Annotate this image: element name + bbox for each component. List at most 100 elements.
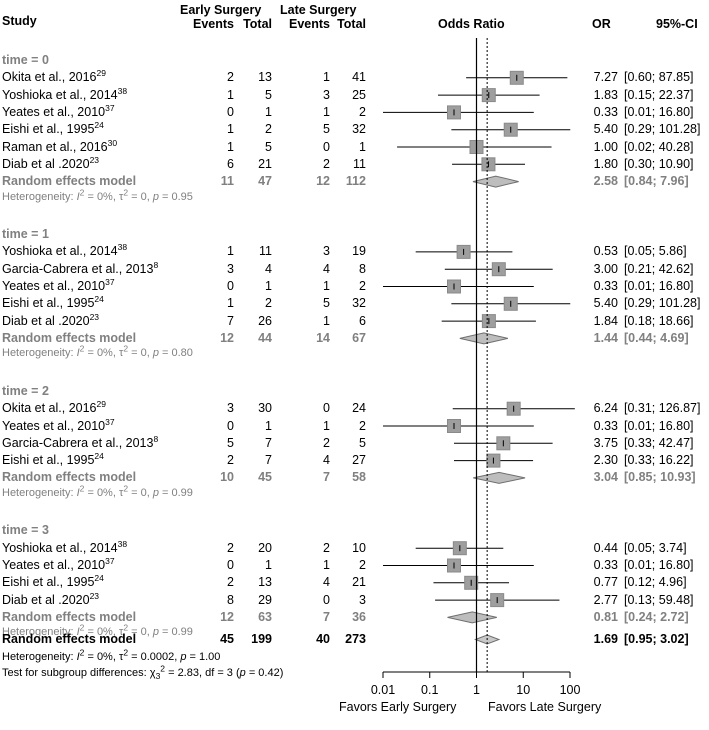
study-early-events: 0 [227,418,234,433]
p-value: = 1.00 [186,651,221,663]
heterogeneity-prefix: Heterogeneity: [2,190,77,203]
subgroup-model-confidence-interval: [0.24; 2.72] [624,609,689,624]
study-early-total: 7 [265,453,272,468]
x-axis-tick-label: 10 [516,683,531,697]
p-symbol: p [152,347,159,360]
subgroup-summary-diamond [473,471,526,484]
study-row-label: Garcia-Cabrera et al., 20138 [2,434,158,450]
study-marker [435,593,560,608]
study-marker [415,244,513,259]
p-symbol: p [152,626,159,639]
subgroup-model-early-events: 12 [220,330,234,345]
tau-squared-exponent: 2 [123,622,129,633]
p-value: = 0.99 [158,626,193,639]
subgroup-summary-diamond [459,332,508,345]
study-name: Yeates et al., 2010 [2,558,106,572]
study-odds-ratio: 1.83 [593,87,618,102]
study-early-events: 0 [227,104,234,119]
subgroup-model-early-events: 10 [220,470,234,485]
study-odds-ratio: 6.24 [593,401,618,416]
study-late-events: 1 [323,70,330,85]
study-early-events: 2 [227,453,234,468]
study-odds-ratio: 0.44 [593,540,618,555]
study-early-events: 5 [227,435,234,450]
study-confidence-interval: [0.05; 3.74] [624,540,687,555]
i-squared-symbol: I [76,626,80,639]
subgroup-differences-test: Test for subgroup differences: χ32 = 2.8… [2,664,284,680]
study-confidence-interval: [0.05; 5.86] [624,244,687,259]
i-squared-symbol: I [76,651,80,663]
study-name: Okita et al., 2016 [2,401,97,416]
study-confidence-interval: [0.01; 16.80] [624,418,694,433]
study-name: Diab et al .2020 [2,156,90,171]
study-late-events: 0 [323,401,330,416]
study-name: Yeates et al., 2010 [2,104,106,119]
subgroup-model-odds-ratio: 1.44 [593,330,618,345]
study-early-total: 4 [265,261,272,276]
tau-squared-exponent: 2 [123,647,129,658]
overall-heterogeneity: Heterogeneity: I2 = 0%, τ2 = 0.0002, p =… [2,647,221,664]
study-name: Eishi et al., 1995 [2,296,95,311]
overall-model-label: Random effects model [2,632,137,646]
study-early-events: 7 [227,313,234,328]
i-squared-exponent: 2 [79,622,85,633]
study-marker [453,436,553,451]
study-early-total: 30 [258,401,272,416]
study-late-events: 1 [323,104,330,119]
study-late-total: 2 [359,418,366,433]
study-late-total: 2 [359,279,366,293]
study-marker [452,157,525,172]
study-late-events: 3 [323,87,330,102]
study-late-total: 25 [352,87,366,102]
study-confidence-interval: [0.60; 87.85] [624,70,694,85]
study-odds-ratio: 1.00 [593,139,618,154]
study-name: Yeates et al., 2010 [2,418,106,433]
study-row-label: Yoshioka et al., 201438 [2,539,127,554]
study-odds-ratio: 0.33 [593,104,618,119]
p-value: = 0.42) [245,667,284,679]
study-name: Yoshioka et al., 2014 [2,244,118,259]
p-value: = 0.95 [158,190,193,203]
study-name: Eishi et al., 1995 [2,122,95,137]
study-confidence-interval: [0.29; 101.28] [624,296,701,311]
subgroup-summary-diamond [472,175,519,188]
study-row-label: Eishi et al., 199524 [2,574,104,589]
x-axis-tick-label: 0.1 [421,683,439,697]
study-row-label: Eishi et al., 199524 [2,121,104,137]
study-reference-number: 38 [117,242,128,253]
study-early-total: 2 [265,122,272,137]
heterogeneity-prefix: Heterogeneity: [2,626,77,639]
study-row-label: Garcia-Cabrera et al., 20138 [2,260,158,275]
study-confidence-interval: [0.01; 16.80] [624,558,694,572]
study-early-total: 20 [258,540,272,555]
study-confidence-interval: [0.29; 101.28] [624,122,701,137]
study-confidence-interval: [0.15; 22.37] [624,87,694,102]
p-symbol: p [180,651,187,663]
study-early-total: 1 [265,104,272,119]
overall-model-early-total: 199 [251,632,272,646]
chi-symbol: χ [149,667,156,679]
subgroup-model-late-events: 12 [316,174,330,189]
study-reference-number: 37 [105,102,115,113]
overall-model-late-total: 273 [345,632,366,646]
study-late-events: 1 [323,558,330,572]
study-late-events: 5 [323,122,330,137]
study-confidence-interval: [0.33; 16.22] [624,453,694,468]
tau-squared-value: = 0, [128,626,153,639]
subgroup-model-late-total: 36 [352,609,366,624]
subgroup-summary-diamond [447,611,497,624]
study-column-header: Study [2,14,37,28]
overall-model-late-events: 40 [316,632,330,646]
study-name: Okita et al., 2016 [2,70,97,85]
study-late-total: 2 [359,558,366,572]
tau-symbol: τ [118,651,124,663]
study-early-events: 2 [227,540,234,555]
study-confidence-interval: [0.21; 42.62] [624,261,694,276]
study-late-total: 6 [359,313,366,328]
study-late-events: 3 [323,244,330,259]
study-name: Garcia-Cabrera et al., 2013 [2,435,154,450]
tau-squared-value: = 0, [128,486,153,499]
subgroup-label: time = 3 [2,523,49,538]
subgroup-model-confidence-interval: [0.44; 4.69] [624,330,689,345]
study-name: Raman et al., 2016 [2,139,108,154]
